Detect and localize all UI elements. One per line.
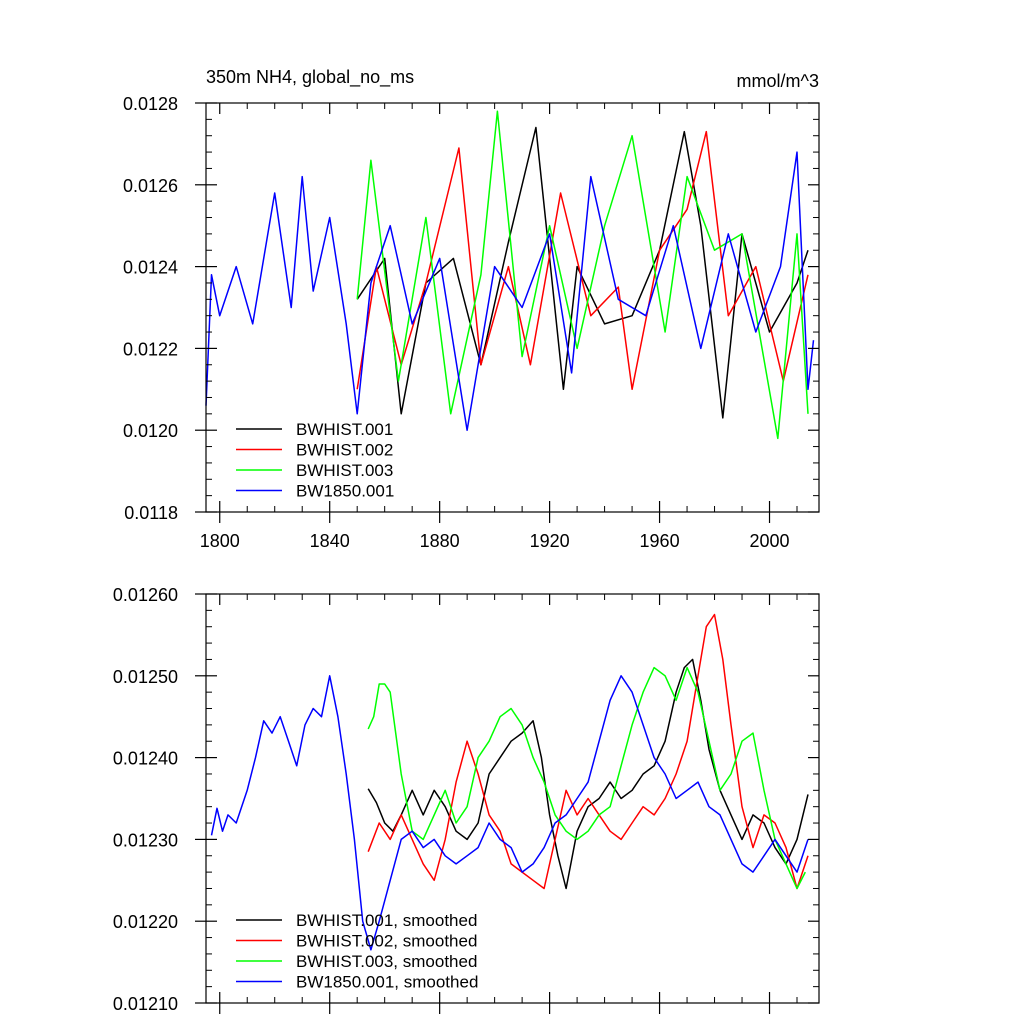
y-tick-label-1-3: 0.01240: [113, 749, 178, 769]
bottom-panel: 0.01210 0.01220 0.01230 0.01240 0.01250 0.012…: [113, 585, 820, 1014]
legend-label-0-2: BWHIST.003: [296, 461, 393, 480]
y-tick-label-0-2: 0.0122: [123, 339, 178, 359]
y-tick-label-0-4: 0.0126: [123, 176, 178, 196]
legend-label-0-1: BWHIST.002: [296, 441, 393, 460]
top-panel-ticks: 1800 1840 1880 1920 1960 2000 0.0118 0.0120 0.01…: [123, 94, 819, 551]
x-tick-label-0-1: 1840: [310, 531, 350, 551]
y-tick-label-0-3: 0.0124: [123, 258, 178, 278]
legend-label-1-1: BWHIST.002, smoothed: [296, 932, 477, 951]
top-panel-units: mmol/m^3: [737, 71, 819, 91]
top-panel-title: 350m NH4, global_no_ms: [206, 67, 414, 88]
series-line-1-0: [367, 658, 809, 890]
y-tick-label-1-5: 0.01260: [113, 585, 178, 605]
top-panel-frame: [205, 102, 820, 513]
series-line-0-3: [205, 151, 815, 431]
series-line-1-3: [210, 675, 809, 951]
series-line-1-1: [367, 613, 809, 890]
y-tick-label-1-4: 0.01250: [113, 667, 178, 687]
bottom-panel-frame: [205, 593, 820, 1004]
y-tick-label-0-5: 0.0128: [123, 94, 178, 114]
legend-label-0-3: BW1850.001: [296, 482, 394, 501]
y-tick-label-1-0: 0.01210: [113, 994, 178, 1014]
series-line-0-1: [356, 130, 809, 391]
y-tick-label-0-0: 0.0118: [124, 503, 178, 523]
series-line-1-2: [367, 666, 806, 890]
x-tick-label-0-0: 1800: [200, 531, 240, 551]
y-tick-label-1-2: 0.01230: [113, 830, 178, 850]
legend-label-1-3: BW1850.001, smoothed: [296, 973, 478, 992]
legend-label-0-0: BWHIST.001: [296, 420, 393, 439]
x-tick-label-0-3: 1920: [530, 531, 570, 551]
bottom-panel-legend: BWHIST.001, smoothed BWHIST.002, smoothed…: [236, 911, 478, 992]
series-line-0-2: [356, 110, 809, 440]
legend-label-1-2: BWHIST.003, smoothed: [296, 952, 477, 971]
y-tick-label-0-1: 0.0120: [123, 421, 178, 441]
x-tick-label-0-5: 2000: [749, 531, 789, 551]
x-tick-label-0-4: 1960: [640, 531, 680, 551]
x-tick-label-0-2: 1880: [420, 531, 460, 551]
y-tick-label-1-1: 0.01220: [113, 912, 178, 932]
top-panel: 350m NH4, global_no_ms mmol/m^3 1800 1840…: [123, 67, 820, 551]
bottom-panel-lines: [210, 613, 809, 951]
top-panel-lines: [205, 110, 815, 440]
legend-label-1-0: BWHIST.001, smoothed: [296, 911, 477, 930]
bottom-panel-ticks: 0.01210 0.01220 0.01230 0.01240 0.01250 0.012…: [113, 585, 819, 1014]
